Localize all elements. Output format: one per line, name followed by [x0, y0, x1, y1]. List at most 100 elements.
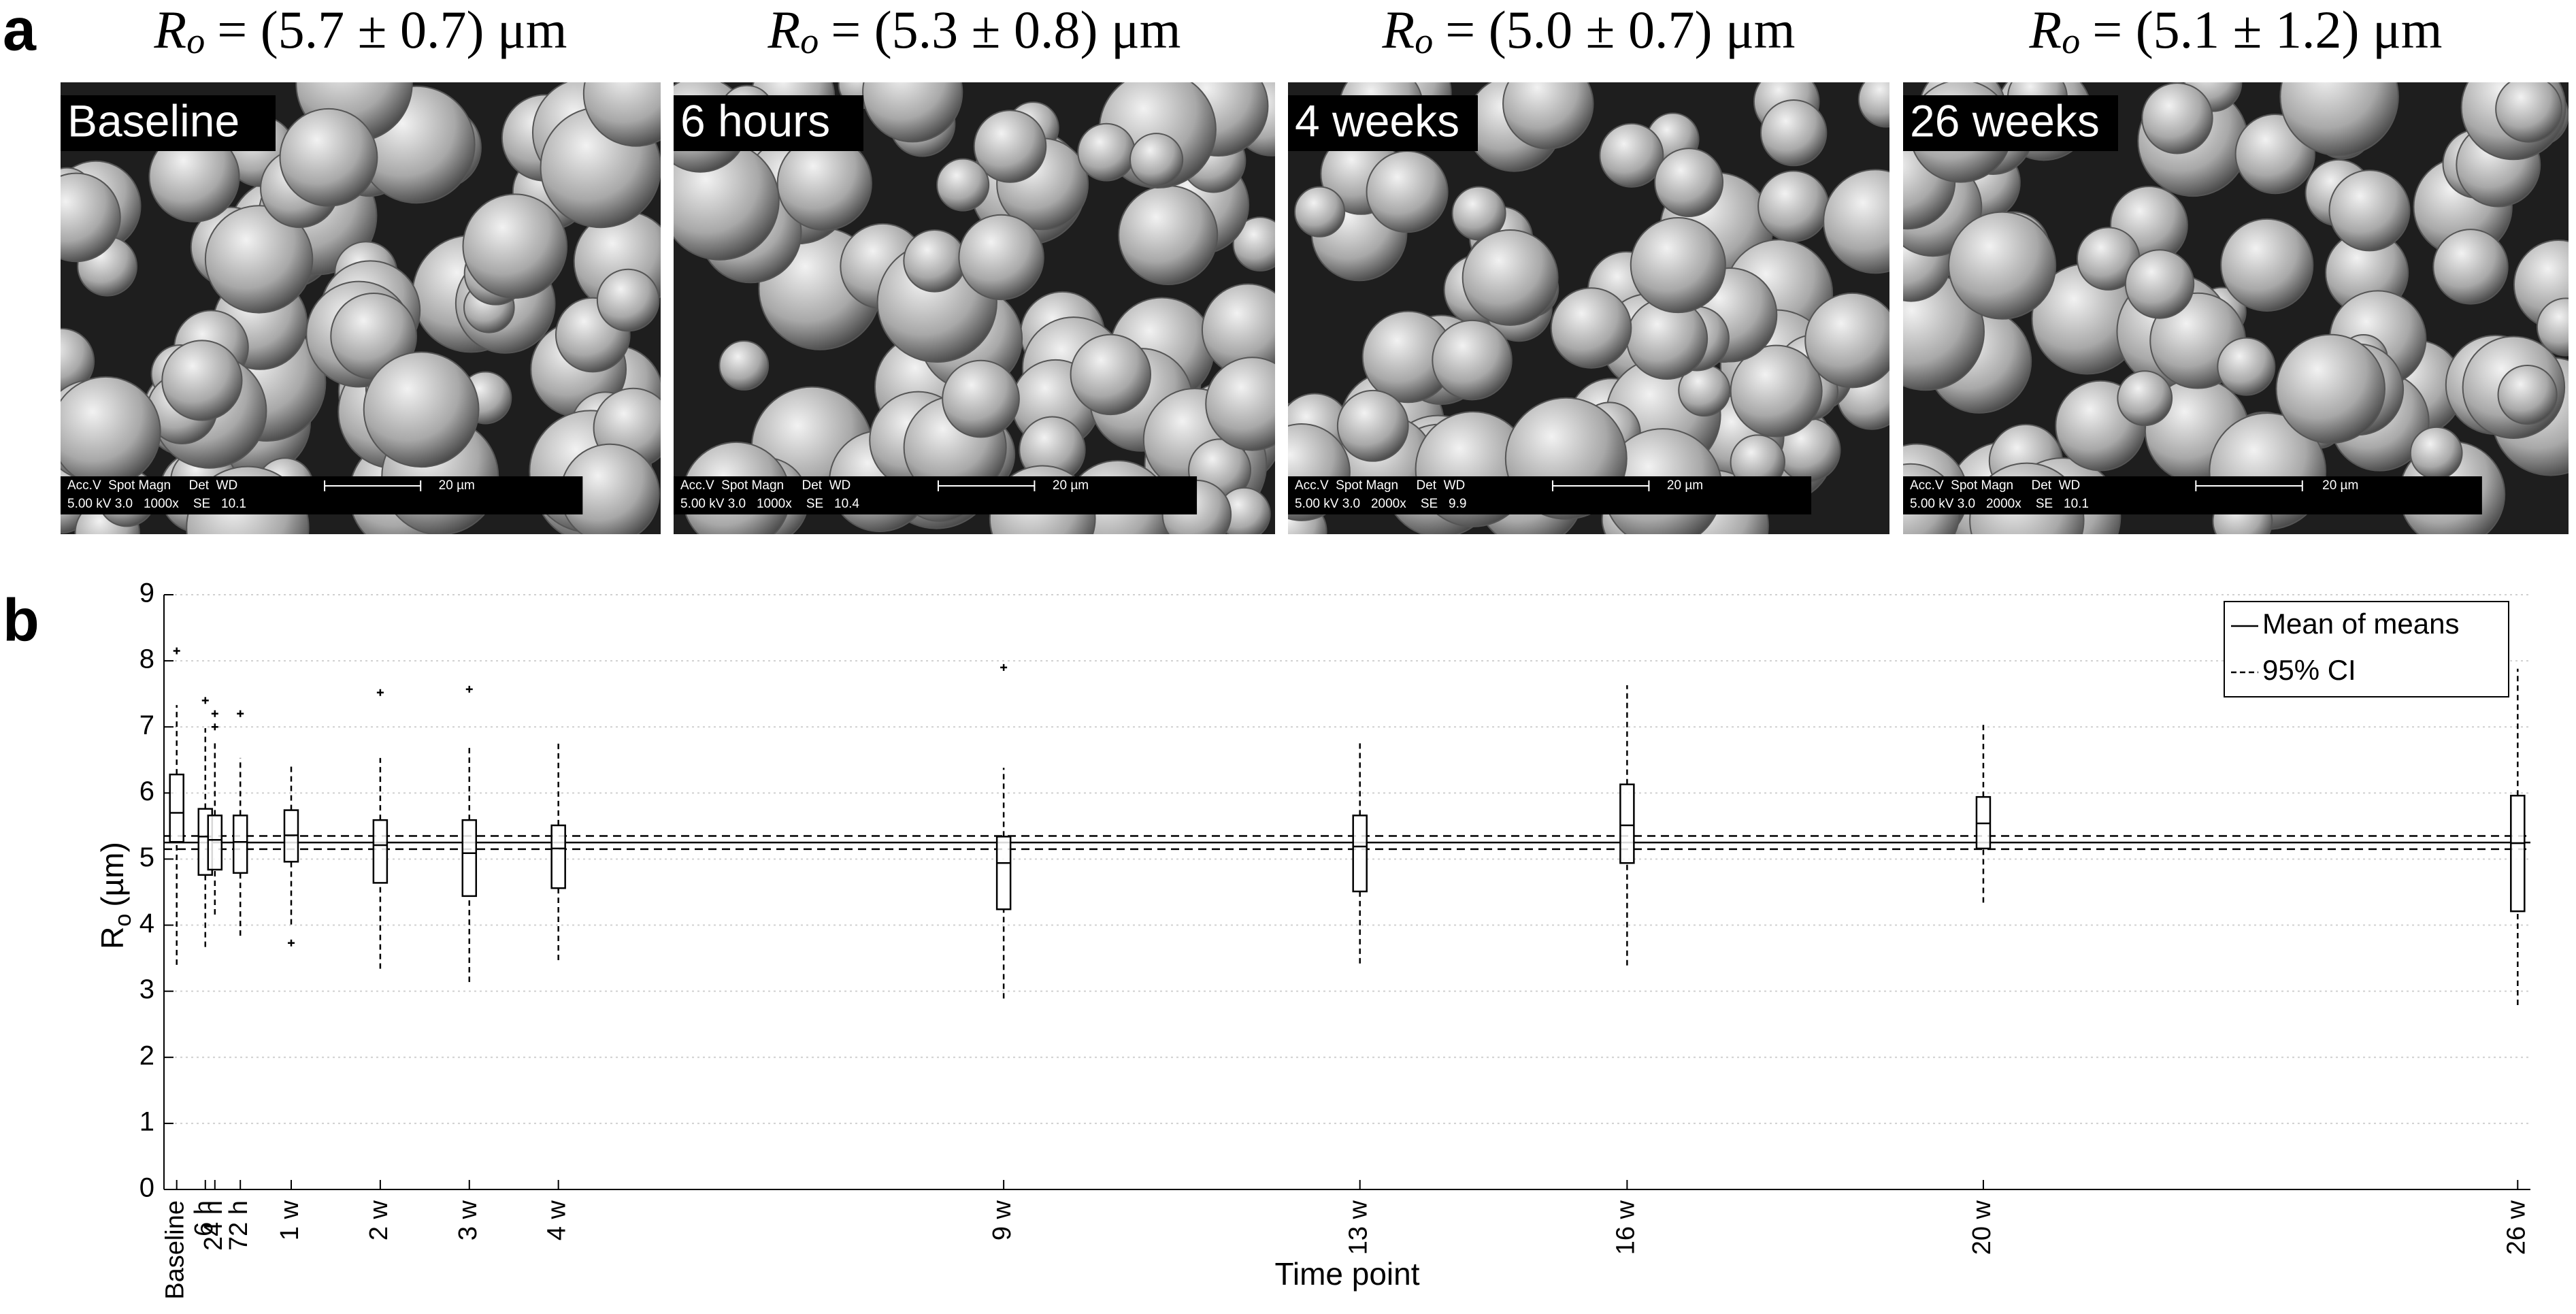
sem-particle	[973, 110, 1047, 183]
sem-particle	[1232, 216, 1275, 272]
sem-particle	[1804, 292, 1889, 389]
box	[207, 815, 223, 871]
sem-particle	[2328, 169, 2411, 252]
scale-bar	[1551, 480, 1650, 491]
label-bg	[1903, 95, 2118, 151]
sem-particle	[942, 359, 1020, 438]
box	[232, 815, 248, 874]
box	[1352, 815, 1368, 893]
sem-particle	[1550, 287, 1632, 369]
sem-particle	[1462, 229, 1559, 326]
box	[995, 836, 1012, 910]
panel-label: a	[3, 0, 37, 63]
sem-particle	[1118, 184, 1219, 285]
x-tick-label: 3 w	[454, 1200, 482, 1241]
y-tick-label: 6	[139, 776, 154, 806]
sem-particle	[2536, 297, 2569, 357]
x-tick-label: 20 w	[1968, 1200, 1996, 1255]
info-bar	[1903, 476, 2482, 514]
y-tick-label: 1	[139, 1106, 154, 1136]
image-title: Ro = (5.7 ± 0.7) μm	[154, 0, 567, 61]
sem-particle	[2124, 249, 2195, 319]
box	[372, 819, 389, 884]
scale-bar-label: 20 µm	[439, 478, 475, 493]
title-rest: = (5.0 ± 0.7) μm	[1445, 0, 1795, 59]
outlier	[211, 710, 218, 717]
sem-particle	[903, 229, 966, 293]
scale-bar-label: 20 µm	[1053, 478, 1089, 493]
ylabel-subscript: o	[110, 914, 136, 927]
image-title: Ro = (5.0 ± 0.7) μm	[1382, 0, 1796, 61]
sem-particle	[1757, 170, 1830, 242]
label-bg	[674, 95, 863, 151]
sem-particle	[1502, 82, 1594, 150]
y-tick-label: 4	[139, 908, 154, 938]
info-header: Acc.V Spot Magn Det WD	[1295, 478, 1465, 493]
info-text: 5.00 kV 3.0 2000x SE 9.9	[1295, 497, 1466, 511]
title-subscript: o	[2062, 20, 2080, 61]
x-axis-label: Time point	[1274, 1256, 1419, 1292]
label-bg	[61, 95, 276, 151]
sem-particle	[1730, 344, 1823, 438]
x-tick-label: 6 h	[190, 1200, 218, 1236]
sem-particle	[204, 205, 314, 314]
title-subscript: o	[186, 20, 205, 61]
scale-bar-label: 20 µm	[1667, 478, 1703, 493]
sem-particle	[1432, 319, 1513, 401]
sem-particle	[2217, 337, 2276, 396]
title-rest: = (5.7 ± 0.7) μm	[217, 0, 567, 59]
sem-particle	[1630, 217, 1726, 314]
y-tick-label: 0	[139, 1173, 154, 1203]
title-rest: = (5.3 ± 0.8) μm	[831, 0, 1180, 59]
info-bar	[674, 476, 1198, 514]
sem-particle	[1857, 82, 1889, 128]
ylabel-unit: (µm)	[95, 842, 130, 906]
sem-particle	[1205, 357, 1275, 451]
outlier	[211, 723, 218, 731]
image-title: Ro = (5.1 ± 1.2) μm	[2029, 0, 2443, 61]
title-subscript: o	[1415, 20, 1433, 61]
outlier	[376, 689, 384, 696]
sem-particle	[862, 82, 963, 143]
y-tick-label: 7	[139, 710, 154, 740]
sem-particle	[61, 376, 161, 487]
x-tick-label: 13 w	[1344, 1200, 1373, 1255]
image-label: 26 weeks	[1910, 95, 2100, 146]
title-symbol: R	[2029, 0, 2062, 59]
label-bg	[1288, 95, 1478, 151]
outlier	[173, 647, 180, 655]
y-tick-label: 9	[139, 578, 154, 608]
outlier	[465, 685, 473, 693]
image-label: Baseline	[67, 95, 240, 146]
outlier	[201, 697, 209, 704]
sem-particle	[1451, 186, 1506, 241]
outlier	[1000, 663, 1008, 671]
box	[550, 824, 566, 889]
sem-particle	[1599, 122, 1664, 188]
info-header: Acc.V Spot Magn Det WD	[680, 478, 851, 493]
sem-particle	[2497, 364, 2558, 425]
sem-particle	[1077, 122, 1136, 182]
sem-particle	[1129, 133, 1184, 187]
sem-particle	[936, 158, 990, 212]
sem-particle	[1294, 186, 1346, 237]
y-tick-label: 3	[139, 974, 154, 1004]
sem-particle	[958, 214, 1044, 301]
outlier	[287, 939, 295, 947]
scale-bar	[2195, 480, 2303, 491]
sem-particle	[1760, 99, 1828, 167]
x-tick-label: 1 w	[276, 1200, 304, 1241]
sem-particle	[2275, 333, 2385, 444]
title-rest: = (5.1 ± 1.2) μm	[2092, 0, 2442, 59]
sem-particle	[279, 108, 378, 207]
title-symbol: R	[154, 0, 187, 59]
scale-bar	[324, 480, 422, 491]
image-title: Ro = (5.3 ± 0.8) μm	[767, 0, 1181, 61]
panel-label: b	[3, 586, 39, 653]
sem-particle	[2432, 229, 2509, 305]
ylabel-symbol: R	[95, 927, 130, 949]
info-bar	[1288, 476, 1812, 514]
info-bar	[61, 476, 583, 514]
sem-particle	[2409, 426, 2463, 480]
